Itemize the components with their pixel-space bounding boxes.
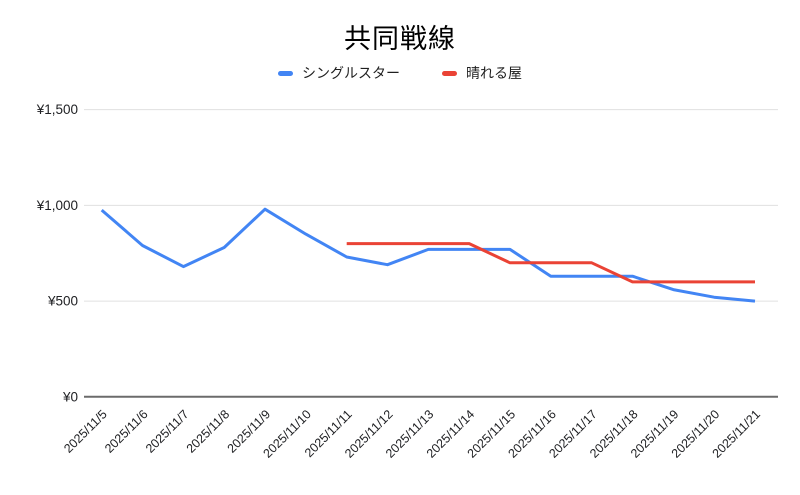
y-tick-label: ¥500	[47, 294, 78, 309]
x-tick-label: 2025/11/6	[102, 407, 151, 456]
legend-swatch-red-icon	[442, 70, 457, 76]
y-tick-label: ¥1,500	[36, 102, 78, 117]
series-line-0[interactable]	[100, 207, 756, 303]
legend-item-hareruya[interactable]: 晴れる屋	[442, 63, 522, 83]
chart-legend: シングルスター 晴れる屋	[0, 63, 800, 83]
legend-item-single-star[interactable]: シングルスター	[278, 63, 400, 83]
legend-swatch-blue-icon	[278, 70, 293, 76]
legend-label-single-star: シングルスター	[302, 65, 400, 81]
y-tick-label: ¥0	[62, 389, 78, 404]
x-tick-label: 2025/11/8	[184, 407, 233, 456]
x-tick-label: 2025/11/5	[61, 407, 110, 456]
x-tick-label: 2025/11/7	[143, 407, 192, 456]
chart-title: 共同戦線	[344, 24, 456, 54]
series-line-1[interactable]	[346, 242, 755, 284]
y-tick-label: ¥1,000	[36, 198, 78, 213]
legend-label-hareruya: 晴れる屋	[466, 65, 522, 81]
